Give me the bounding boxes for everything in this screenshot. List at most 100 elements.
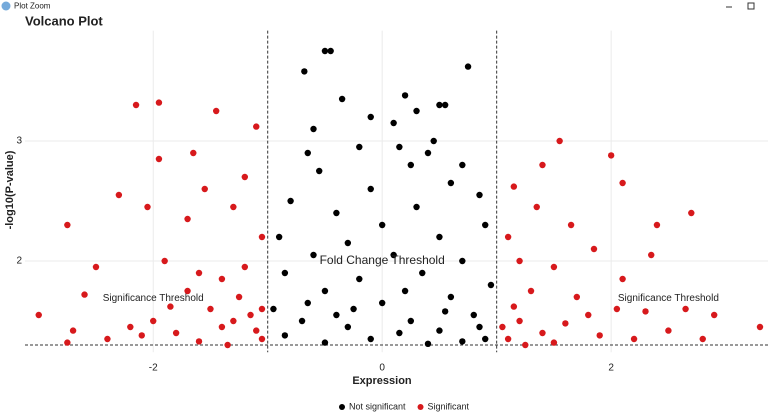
maximize-button[interactable] [747, 2, 755, 10]
data-point [378, 299, 386, 307]
data-point [224, 341, 231, 349]
data-point [356, 275, 363, 283]
legend-label: Not significant [349, 401, 406, 411]
data-point [476, 191, 483, 199]
app-icon [1, 1, 11, 11]
data-point [459, 257, 466, 265]
data-point [424, 340, 432, 347]
data-point [270, 305, 277, 313]
data-point [138, 332, 145, 339]
data-point [258, 233, 266, 241]
data-point [688, 209, 695, 217]
legend-marker [417, 404, 424, 410]
window-title: Plot Zoom [14, 2, 51, 11]
data-point [275, 233, 283, 241]
data-point [230, 203, 237, 211]
data-point [144, 203, 151, 211]
data-point [419, 269, 426, 277]
y-axis-title: -log10(P-value) [4, 150, 16, 229]
data-point [441, 308, 449, 315]
data-point [539, 329, 546, 337]
data-point [218, 275, 226, 283]
data-point [504, 335, 512, 343]
data-point [201, 185, 208, 193]
data-point [459, 338, 466, 345]
data-point [619, 275, 626, 283]
data-point [424, 149, 432, 157]
data-point [699, 335, 706, 343]
data-point [35, 311, 42, 319]
data-point [464, 63, 472, 70]
data-point [333, 209, 340, 217]
data-point [396, 329, 403, 337]
data-point [510, 303, 518, 310]
data-point [258, 305, 266, 313]
data-point [619, 179, 626, 187]
data-point [648, 251, 655, 259]
data-point [298, 317, 306, 325]
data-point [155, 99, 163, 106]
data-point [527, 287, 535, 295]
data-point [184, 287, 191, 295]
data-point [81, 291, 88, 298]
y-tick-label: 2 [16, 256, 22, 267]
data-point [396, 143, 403, 151]
data-point [482, 221, 489, 229]
y-tick-label: 3 [16, 136, 22, 147]
data-point [447, 293, 455, 301]
data-point [407, 161, 415, 169]
data-point [653, 221, 661, 229]
data-point [321, 47, 329, 55]
data-point [401, 287, 409, 295]
data-point [562, 320, 569, 327]
data-point [567, 221, 575, 229]
data-point [172, 329, 180, 337]
data-point [301, 68, 308, 75]
data-point [476, 323, 483, 331]
data-point [333, 311, 340, 319]
data-point [321, 287, 329, 295]
data-point [407, 317, 415, 325]
data-point [470, 311, 477, 319]
data-point [64, 221, 71, 229]
data-point [150, 317, 157, 325]
data-point [310, 125, 317, 133]
data-point [92, 263, 100, 271]
data-point [630, 335, 638, 343]
data-point [430, 137, 437, 145]
data-point [390, 119, 397, 127]
data-point [447, 179, 455, 187]
data-point [321, 339, 329, 346]
data-point [195, 338, 203, 345]
data-point [539, 161, 546, 169]
annotation: Significance Threshold [103, 293, 204, 304]
data-point [367, 113, 374, 121]
data-point [436, 101, 443, 109]
data-point [710, 311, 718, 319]
data-point [310, 251, 317, 259]
data-point [344, 323, 352, 331]
data-point [436, 327, 443, 334]
data-point [155, 155, 163, 163]
data-point [230, 317, 237, 325]
data-point [207, 305, 214, 313]
data-point [585, 311, 592, 319]
data-point [127, 323, 134, 331]
data-point [253, 327, 260, 334]
data-point [596, 332, 603, 339]
data-point [69, 327, 77, 334]
data-point [281, 332, 289, 339]
data-point [487, 281, 495, 289]
data-point [64, 339, 71, 346]
data-point [613, 305, 621, 313]
data-point [499, 323, 506, 331]
x-tick-label: 2 [608, 363, 614, 374]
x-axis-title: Expression [352, 375, 412, 387]
data-point [258, 335, 266, 343]
data-point [642, 308, 649, 315]
data-point [378, 221, 386, 229]
legend-marker [339, 404, 345, 410]
chart-title: Volcano Plot [25, 13, 103, 28]
data-point [195, 269, 203, 277]
